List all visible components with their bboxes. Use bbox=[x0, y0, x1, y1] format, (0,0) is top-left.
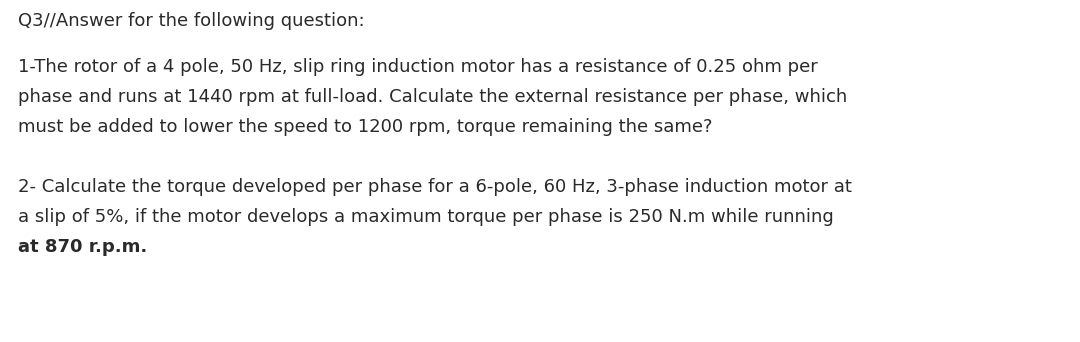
Text: phase and runs at 1440 rpm at full-load. Calculate the external resistance per p: phase and runs at 1440 rpm at full-load.… bbox=[18, 88, 847, 106]
Text: must be added to lower the speed to 1200 rpm, torque remaining the same?: must be added to lower the speed to 1200… bbox=[18, 118, 713, 136]
Text: 1-The rotor of a 4 pole, 50 Hz, slip ring induction motor has a resistance of 0.: 1-The rotor of a 4 pole, 50 Hz, slip rin… bbox=[18, 58, 818, 76]
Text: at 870 r.p.m.: at 870 r.p.m. bbox=[18, 238, 147, 256]
Text: a slip of 5%, if the motor develops a maximum torque per phase is 250 N.m while : a slip of 5%, if the motor develops a ma… bbox=[18, 208, 834, 226]
Text: Q3//Answer for the following question:: Q3//Answer for the following question: bbox=[18, 12, 365, 30]
Text: 2- Calculate the torque developed per phase for a 6-pole, 60 Hz, 3-phase inducti: 2- Calculate the torque developed per ph… bbox=[18, 178, 852, 196]
